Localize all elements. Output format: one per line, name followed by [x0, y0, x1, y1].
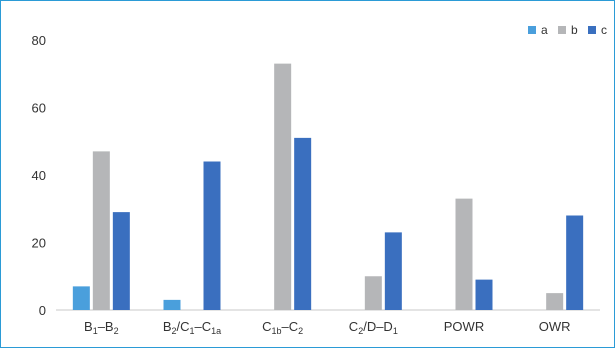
legend-swatch-a: [528, 26, 536, 34]
bar-b: [92, 151, 110, 310]
x-tick-label: OWR: [539, 319, 571, 334]
bar-c: [203, 161, 221, 310]
legend-label-a: a: [541, 23, 548, 37]
bar-a: [72, 286, 90, 310]
bar-b: [274, 63, 292, 310]
bar-c: [294, 137, 312, 310]
x-tick-label: B2/C1–C1a: [163, 319, 221, 336]
bar-c: [384, 232, 402, 310]
x-tick-label: C2/D–D1: [349, 319, 398, 336]
legend-label-c: c: [601, 23, 607, 37]
legend-label-b: b: [571, 23, 578, 37]
bar-c: [112, 212, 130, 310]
y-axis: 0 20 40 60 80: [32, 33, 46, 318]
bars-group: [72, 63, 584, 310]
bar-b: [546, 293, 564, 310]
y-tick-label: 60: [32, 101, 46, 116]
y-tick-label: 20: [32, 236, 46, 251]
bar-c: [475, 279, 493, 310]
legend: a b c: [528, 23, 607, 37]
legend-swatch-b: [558, 26, 566, 34]
x-tick-label: C1b–C2: [262, 319, 303, 336]
bar-a: [163, 299, 181, 310]
bar-b: [455, 198, 473, 310]
bar-b: [364, 276, 382, 310]
y-tick-label: 80: [32, 33, 46, 48]
x-axis: B1–B2 B2/C1–C1a C1b–C2 C2/D–D1 POWR OWR: [84, 319, 571, 336]
y-tick-label: 0: [39, 303, 46, 318]
bar-c: [566, 215, 584, 310]
x-tick-label: B1–B2: [84, 319, 119, 336]
x-tick-label: POWR: [444, 319, 484, 334]
y-tick-label: 40: [32, 168, 46, 183]
legend-swatch-c: [588, 26, 596, 34]
